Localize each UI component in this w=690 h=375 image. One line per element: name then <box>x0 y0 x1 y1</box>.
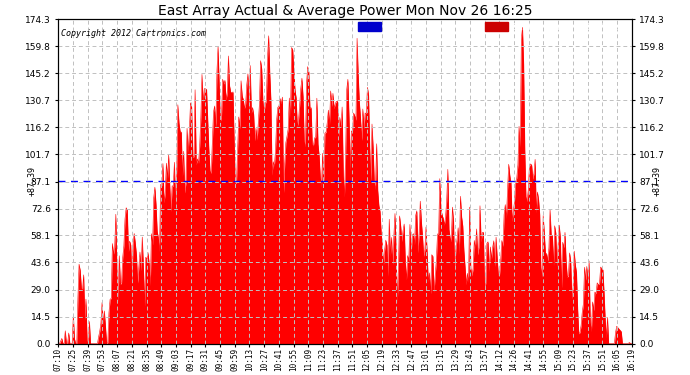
Legend: Average  (DC Watts), East Array  (DC Watts): Average (DC Watts), East Array (DC Watts… <box>356 20 631 33</box>
Text: Copyright 2012 Cartronics.com: Copyright 2012 Cartronics.com <box>61 29 206 38</box>
Title: East Array Actual & Average Power Mon Nov 26 16:25: East Array Actual & Average Power Mon No… <box>158 4 532 18</box>
Text: +87.39: +87.39 <box>653 166 662 196</box>
Text: +87.39: +87.39 <box>28 166 37 196</box>
